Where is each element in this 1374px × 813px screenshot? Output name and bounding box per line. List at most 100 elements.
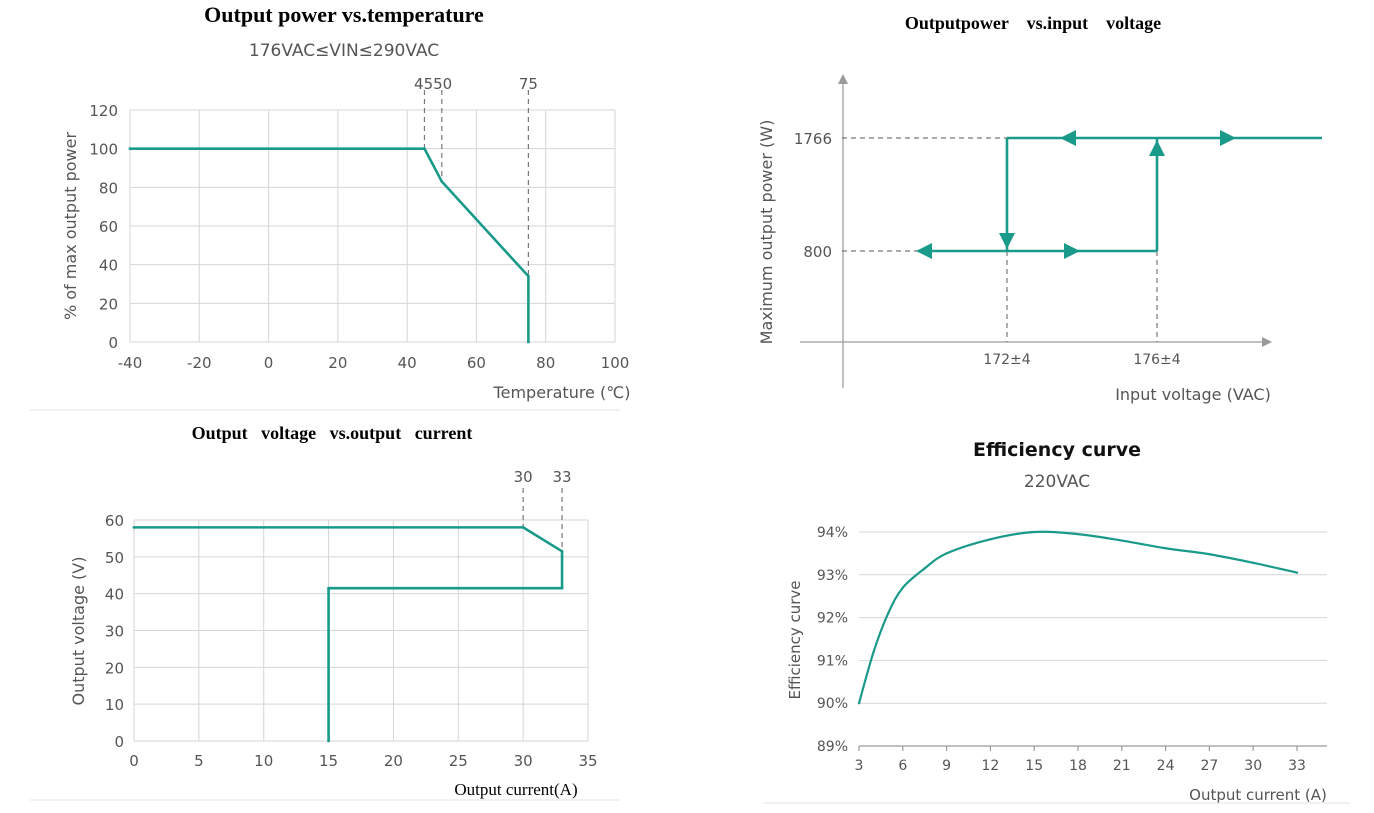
chart3-title: Output voltage vs.output current xyxy=(192,423,473,443)
data-point xyxy=(901,586,904,589)
chart-power-vs-voltage: Outputpower vs.input voltage 1766 800 172±… xyxy=(757,13,1322,404)
y-tick-label: 1766 xyxy=(794,130,832,148)
x-tick-label: 100 xyxy=(601,354,630,372)
x-tick-label: 9 xyxy=(942,758,951,774)
x-tick-label: 60 xyxy=(467,354,486,372)
y-tick-label: 60 xyxy=(105,512,124,530)
x-tick-label: 27 xyxy=(1200,758,1218,774)
data-point xyxy=(560,586,564,590)
x-tick-label: -40 xyxy=(118,354,143,372)
y-tick-label: 20 xyxy=(99,295,118,313)
annotation-label: 33 xyxy=(553,468,572,486)
direction-arrow xyxy=(1060,130,1076,146)
data-point xyxy=(560,549,564,553)
data-point xyxy=(923,567,926,570)
x-tick-label: 15 xyxy=(1025,758,1043,774)
y-tick-label: 89% xyxy=(817,739,848,755)
annotation-label: 75 xyxy=(519,75,538,93)
y-tick-label: 50 xyxy=(105,549,124,567)
y-tick-label: 40 xyxy=(105,586,124,604)
x-tick-label: 20 xyxy=(384,752,403,770)
data-point xyxy=(327,586,330,590)
y-tick-label: 100 xyxy=(89,141,118,159)
x-tick-label: 30 xyxy=(514,752,533,770)
data-point xyxy=(526,274,530,278)
data-point xyxy=(887,612,890,615)
data-point xyxy=(1252,561,1255,565)
y-tick-label: 30 xyxy=(105,623,124,641)
data-point xyxy=(440,180,444,183)
x-tick-label: 0 xyxy=(264,354,274,372)
y-tick-label: 60 xyxy=(99,218,118,236)
chart3-ylabel: Output voltage (V) xyxy=(69,557,88,706)
chart4-ylabel: Efficiency curve xyxy=(786,580,804,699)
x-axis-arrow xyxy=(1262,337,1272,347)
y-tick-label: 91% xyxy=(817,653,848,669)
y-tick-label: 93% xyxy=(817,568,848,584)
y-tick-label: 92% xyxy=(817,611,848,627)
x-tick-label: 30 xyxy=(1244,758,1262,774)
chart4-subtitle: 220VAC xyxy=(1024,472,1090,492)
x-tick-label: 20 xyxy=(328,354,347,372)
direction-arrow xyxy=(1064,243,1080,259)
data-point xyxy=(989,538,992,541)
data-point xyxy=(872,650,875,654)
y-tick-label: 40 xyxy=(99,257,118,275)
x-tick-label: 10 xyxy=(254,752,273,770)
y-tick-label: 90% xyxy=(817,696,848,712)
x-tick-label: 40 xyxy=(398,354,417,372)
data-point xyxy=(1033,530,1036,534)
data-point xyxy=(1164,547,1167,550)
chart2-ylabel: Maximum output power (W) xyxy=(757,120,776,345)
x-tick-label: 6 xyxy=(898,758,907,774)
y-tick-label: 10 xyxy=(105,696,124,714)
x-tick-label: 3 xyxy=(855,758,864,774)
x-tick-label: 0 xyxy=(129,752,139,770)
direction-arrow xyxy=(1149,140,1165,156)
series-line xyxy=(857,530,1298,704)
x-tick-label: -20 xyxy=(187,354,212,372)
x-tick-label: 172±4 xyxy=(983,352,1030,368)
series-line xyxy=(134,526,564,741)
data-point xyxy=(526,340,530,344)
y-tick-label: 80 xyxy=(99,179,118,197)
data-point xyxy=(945,552,948,555)
data-point xyxy=(1208,553,1211,556)
y-tick-label: 800 xyxy=(803,243,832,261)
x-tick-label: 5 xyxy=(194,752,204,770)
y-tick-label: 120 xyxy=(89,102,118,120)
y-tick-label: 20 xyxy=(105,659,124,677)
chart1-subtitle: 176VAC≤VIN≤290VAC xyxy=(249,41,439,61)
chart-voltage-vs-current: Output voltage vs.output current 0 5 10 15 2… xyxy=(69,423,598,799)
data-point xyxy=(857,702,861,705)
x-tick-label: 35 xyxy=(578,752,597,770)
data-point xyxy=(327,739,330,743)
data-point xyxy=(128,147,132,151)
x-tick-label: 21 xyxy=(1113,758,1131,774)
chart1-xlabel: Temperature (℃) xyxy=(493,383,631,402)
y-tick-label: 0 xyxy=(108,334,118,352)
x-tick-label: 25 xyxy=(449,752,468,770)
data-point xyxy=(1076,532,1080,536)
direction-arrow xyxy=(1220,130,1236,146)
direction-arrow xyxy=(999,233,1015,249)
data-point xyxy=(132,525,136,529)
x-tick-label: 24 xyxy=(1157,758,1175,774)
chart-efficiency: Efficiency curve 220VAC 89% 90% 91% 92% 93% 9… xyxy=(786,439,1327,804)
data-point xyxy=(1120,539,1124,542)
chart1-ylabel: % of max output power xyxy=(61,132,80,320)
annotation-label: 4550 xyxy=(414,75,452,93)
y-tick-label: 0 xyxy=(114,733,124,751)
chart3-xlabel: Output current(A) xyxy=(454,780,577,799)
chart1-title: Output power vs.temperature xyxy=(204,2,484,27)
data-point xyxy=(1295,571,1299,574)
x-tick-label: 15 xyxy=(319,752,338,770)
chart4-title: Efficiency curve xyxy=(973,439,1141,461)
series-line xyxy=(130,147,530,342)
chart-temperature-derating: Output power vs.temperature 176VAC≤VIN≤2… xyxy=(61,2,630,402)
x-tick-label: 176±4 xyxy=(1133,352,1180,368)
x-tick-label: 33 xyxy=(1288,758,1306,774)
data-point xyxy=(423,147,426,151)
annotation-label: 30 xyxy=(514,468,533,486)
